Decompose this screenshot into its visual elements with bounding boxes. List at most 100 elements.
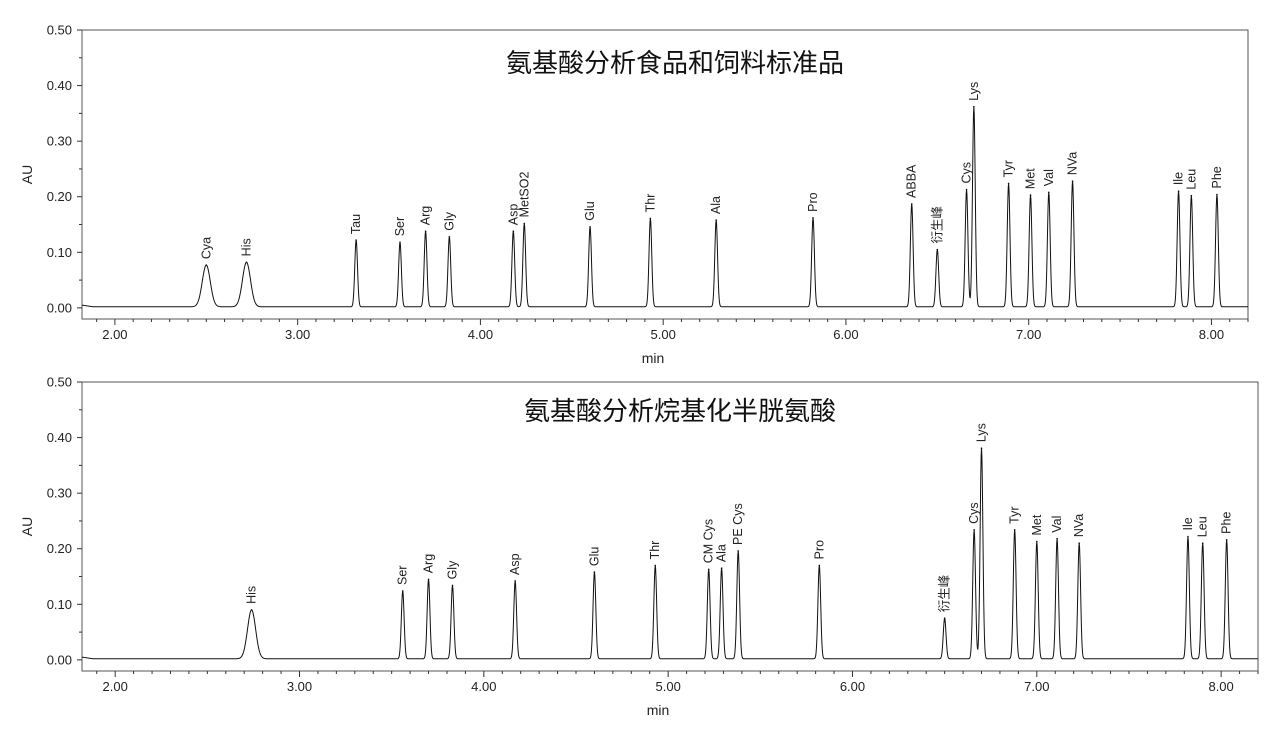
- peak-label: PE Cys: [731, 503, 745, 545]
- peak-apex: [715, 219, 717, 221]
- chromatogram-panel-top: 氨基酸分析食品和饲料标准品 0.00 0.10 0.20 0.30 0.40 0.50 2.0…: [19, 23, 1249, 366]
- peak-label: Phe: [1220, 512, 1234, 534]
- peak-label: Ile: [1172, 172, 1186, 185]
- peak-apex: [514, 580, 516, 582]
- peak-label: His: [245, 586, 259, 604]
- peak-label: Met: [1030, 514, 1044, 535]
- peak-apex: [250, 609, 253, 611]
- y-axis-title: AU: [19, 517, 35, 536]
- chart-title: 氨基酸分析食品和饲料标准品: [506, 49, 844, 79]
- peak-label: Leu: [1184, 169, 1198, 190]
- x-tick-label: 2.00: [103, 679, 128, 694]
- peak-apex: [707, 568, 710, 571]
- x-tick-label: 3.00: [285, 327, 310, 342]
- peak-label: Tyr: [1008, 506, 1022, 523]
- y-tick-label: 0.30: [47, 134, 72, 149]
- chromatogram-panel-bottom: 氨基酸分析烷基化半胱氨酸 0.00 0.10 0.20 0.30 0.40 0.50 2.00…: [19, 375, 1259, 718]
- peak-apex: [1036, 540, 1038, 543]
- peak-apex: [424, 230, 427, 232]
- peak-label: Cys: [960, 162, 974, 184]
- x-tick-label: 8.00: [1199, 327, 1224, 342]
- x-tick-label: 8.00: [1208, 679, 1233, 694]
- peak-label: Cys: [967, 502, 981, 524]
- peak-label: Lys: [967, 82, 981, 101]
- peak-label: Pro: [812, 540, 826, 560]
- peak-apex: [1013, 529, 1016, 531]
- y-tick-label: 0.20: [47, 541, 72, 556]
- peak-label: 衍生峰: [938, 574, 952, 612]
- x-tick-label: 4.00: [468, 327, 493, 342]
- peak-apex: [649, 217, 652, 220]
- chart-title: 氨基酸分析烷基化半胱氨酸: [524, 397, 836, 427]
- peak-label: 衍生峰: [930, 206, 944, 244]
- x-tick-label: 6.00: [840, 679, 865, 694]
- peak-apex: [1071, 180, 1074, 182]
- peak-label: Thr: [648, 541, 662, 560]
- peak-apex: [1078, 542, 1081, 544]
- y-tick-label: 0.20: [47, 189, 72, 204]
- peak-apex: [1225, 539, 1228, 541]
- x-tick-label: 5.00: [656, 679, 681, 694]
- peak-label: Glu: [587, 547, 601, 567]
- peak-apex: [1190, 194, 1193, 197]
- chromatogram-trace: [81, 106, 1248, 308]
- x-tick-label: 3.00: [287, 679, 312, 694]
- peak-label: CM Cys: [702, 519, 716, 563]
- peak-label: His: [239, 238, 253, 256]
- peak-label: ABBA: [905, 164, 919, 198]
- peak-label: Pro: [806, 192, 820, 212]
- peak-label: Phe: [1210, 166, 1224, 188]
- x-tick-label: 2.00: [102, 327, 127, 342]
- x-axis-title: min: [647, 702, 670, 718]
- peak-apex: [1177, 190, 1180, 192]
- peak-label: Arg: [419, 206, 433, 226]
- y-tick-label: 0.40: [47, 430, 72, 445]
- y-tick-label: 0.50: [47, 375, 72, 390]
- peak-label: Ala: [715, 544, 729, 562]
- plot-frame: [81, 29, 1249, 320]
- peak-apex: [589, 225, 591, 228]
- peak-apex: [737, 550, 740, 552]
- peak-apex: [1029, 194, 1032, 196]
- peak-apex: [355, 239, 357, 241]
- y-tick-label: 0.30: [47, 486, 72, 501]
- peak-apex: [812, 217, 814, 219]
- peak-apex: [965, 188, 968, 191]
- x-tick-label: 6.00: [833, 327, 858, 342]
- peak-label: Ile: [1181, 517, 1195, 530]
- y-tick-label: 0.00: [47, 300, 72, 315]
- peak-apex: [1007, 182, 1010, 185]
- peak-label: Leu: [1196, 516, 1210, 537]
- peak-apex: [1047, 191, 1050, 194]
- peak-label: Tyr: [1002, 160, 1016, 177]
- peak-apex: [427, 578, 430, 581]
- peak-apex: [512, 230, 515, 232]
- peak-apex: [1201, 542, 1204, 544]
- peak-label: Cya: [199, 237, 213, 259]
- x-tick-label: 4.00: [471, 679, 496, 694]
- peak-apex: [523, 222, 526, 225]
- peak-label: Val: [1042, 169, 1056, 186]
- x-tick-label: 7.00: [1016, 327, 1041, 342]
- peak-apex: [401, 590, 404, 592]
- peak-apex: [1187, 535, 1189, 538]
- peak-label: Lys: [975, 423, 989, 442]
- x-tick-label: 7.00: [1024, 679, 1049, 694]
- peak-apex: [818, 564, 821, 567]
- peak-apex: [593, 571, 596, 573]
- peak-label: Ser: [396, 566, 410, 585]
- peak-label: Met: [1024, 168, 1038, 189]
- peak-apex: [205, 264, 208, 266]
- peak-apex: [1056, 537, 1058, 540]
- peak-apex: [720, 567, 723, 569]
- peak-label: Asp: [508, 553, 522, 575]
- peak-apex: [973, 105, 975, 108]
- peak-label: Gly: [445, 560, 459, 580]
- peak-apex: [399, 241, 401, 244]
- peak-apex: [1216, 193, 1218, 196]
- y-axis-title: AU: [19, 165, 35, 184]
- x-tick-label: 5.00: [651, 327, 676, 342]
- plot-frame: [81, 381, 1259, 672]
- peak-label: NVa: [1066, 152, 1080, 175]
